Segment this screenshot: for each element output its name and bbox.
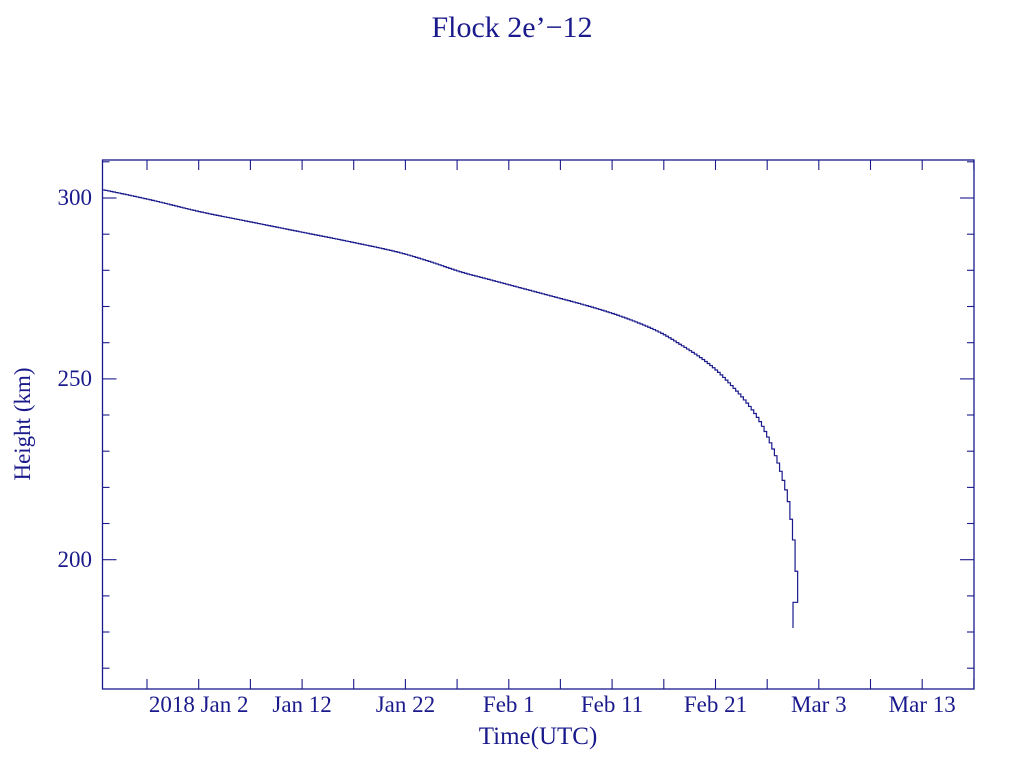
svg-text:Mar 3: Mar 3 bbox=[791, 692, 847, 717]
svg-text:Mar 13: Mar 13 bbox=[889, 692, 956, 717]
svg-text:Time(UTC): Time(UTC) bbox=[479, 723, 598, 750]
svg-text:2018 Jan 2: 2018 Jan 2 bbox=[149, 692, 249, 717]
svg-text:Jan 12: Jan 12 bbox=[272, 692, 331, 717]
svg-text:Feb 21: Feb 21 bbox=[684, 692, 747, 717]
svg-text:Flock 2e’−12: Flock 2e’−12 bbox=[431, 11, 592, 44]
svg-text:Jan 22: Jan 22 bbox=[376, 692, 435, 717]
svg-text:300: 300 bbox=[58, 185, 93, 210]
svg-text:Feb 11: Feb 11 bbox=[581, 692, 643, 717]
svg-text:Height (km): Height (km) bbox=[10, 367, 35, 480]
svg-text:200: 200 bbox=[58, 547, 93, 572]
svg-text:250: 250 bbox=[58, 366, 93, 391]
svg-text:Feb 1: Feb 1 bbox=[483, 692, 535, 717]
